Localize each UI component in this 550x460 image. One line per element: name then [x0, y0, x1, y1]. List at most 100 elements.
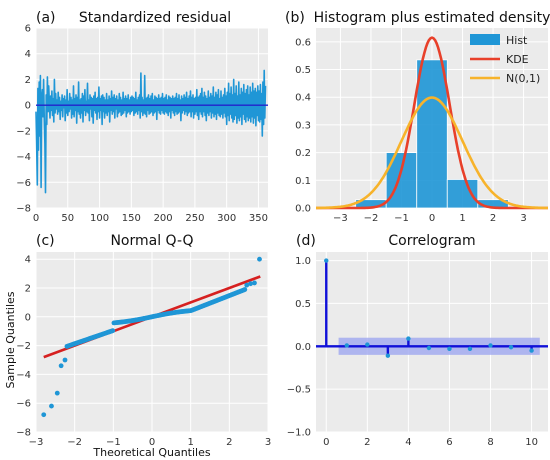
x-tick-label: 300: [217, 213, 236, 224]
legend-entry: Hist: [506, 34, 528, 47]
x-tick-label: 150: [122, 213, 141, 224]
acf-point: [426, 345, 432, 351]
panel-d-title: Correlogram: [388, 233, 475, 249]
x-tick-label: 250: [185, 213, 204, 224]
y-tick-label: 0.3: [295, 120, 311, 131]
panel-b-title: Histogram plus estimated density: [314, 10, 550, 26]
x-tick-label: 100: [90, 213, 109, 224]
y-tick-label: 0.5: [295, 299, 311, 310]
y-tick-label: −8: [16, 204, 31, 215]
y-tick-label: 0.6: [295, 37, 311, 48]
y-tick-label: 4: [25, 49, 31, 60]
y-tick-label: −6: [16, 178, 31, 189]
x-tick-label: −1: [394, 213, 409, 224]
x-tick-label: 3: [265, 437, 271, 448]
acf-point: [488, 343, 493, 348]
x-tick-label: −2: [67, 437, 82, 448]
gridlines: [35, 27, 268, 209]
panel-histogram: −3 −2 −1 0 1 2 3 0.0 0.1 0.2 0.3 0.4 0.5 0.6 Hist KDE N(…: [285, 10, 550, 224]
acf-point: [467, 346, 473, 352]
x-tick-label: 200: [154, 213, 173, 224]
qq-point: [58, 363, 64, 369]
qq-point: [252, 280, 257, 286]
x-tick-label: 1: [187, 437, 193, 448]
qq-point: [244, 282, 250, 288]
panel-c-ylabel: Sample Quantiles: [4, 291, 17, 388]
acf-point: [447, 346, 452, 352]
qq-point: [62, 357, 68, 363]
kde-line: [316, 36, 548, 210]
panel-normal-qq: Theoretical Quantiles Sample Quantiles −…: [4, 233, 271, 459]
acf-point: [365, 342, 370, 347]
y-tick-label: 0.1: [295, 176, 311, 187]
x-tick-label: 0: [429, 213, 435, 224]
x-tick-label: 2: [490, 213, 496, 224]
panel-c-label: (c): [36, 233, 55, 249]
x-tick-label: −2: [364, 213, 379, 224]
y-tick-label: −4: [16, 370, 31, 381]
hist-bar: [446, 179, 479, 209]
panel-c-title: Normal Q-Q: [110, 233, 193, 249]
panel-b-label: (b): [285, 10, 305, 26]
acf-point: [508, 344, 514, 350]
x-tick-label: 50: [61, 213, 74, 224]
qq-point: [242, 287, 248, 292]
panel-c-xlabel: Theoretical Quantiles: [92, 446, 210, 459]
panel-a-title: Standardized residual: [79, 10, 231, 26]
y-tick-label: 1.0: [295, 256, 311, 267]
acf-point: [385, 353, 391, 358]
y-tick-label: −8: [16, 428, 31, 439]
hist-bar: [416, 59, 448, 209]
legend: Hist KDE N(0,1): [470, 34, 540, 85]
y-tick-label: 2: [25, 75, 31, 86]
panel-standardized-residual: 0 50 100 150 200 250 300 350 −8 −6 −4 −2 0 2 4 6 (a) Stan…: [16, 10, 268, 224]
y-tick-label: −0.5: [287, 385, 311, 396]
y-tick-label: −4: [16, 152, 31, 163]
y-tick-label: 4: [25, 255, 31, 266]
y-tick-label: 2: [25, 284, 31, 295]
legend-entry: N(0,1): [506, 72, 540, 85]
y-tick-label: −1.0: [287, 428, 311, 439]
x-tick-label: 0: [149, 437, 155, 448]
qq-point: [257, 256, 262, 262]
panel-correlogram: 0 2 4 6 8 10 −1.0 −0.5 0.0 0.5 1.0 (d) Correlogram: [287, 233, 548, 448]
y-tick-label: −6: [16, 399, 31, 410]
y-tick-label: 0.0: [295, 342, 311, 353]
y-tick-label: −2: [16, 341, 31, 352]
y-tick-label: 0.2: [295, 148, 311, 159]
y-tick-label: 0.4: [295, 93, 311, 104]
qq-point: [54, 390, 60, 396]
x-tick-label: −1: [106, 437, 121, 448]
y-tick-label: 0: [25, 101, 31, 112]
x-tick-label: 350: [249, 213, 268, 224]
x-tick-label: 4: [405, 437, 411, 448]
x-tick-label: −3: [333, 213, 348, 224]
y-tick-label: 0.5: [295, 65, 311, 76]
y-tick-label: 0: [25, 312, 31, 323]
normal-line: [316, 96, 548, 210]
acf-point: [324, 258, 329, 263]
y-tick-label: −2: [16, 126, 31, 137]
x-tick-label: 3: [520, 213, 526, 224]
x-tick-label: −3: [29, 437, 44, 448]
acf-point: [344, 343, 349, 348]
x-tick-label: 10: [525, 437, 538, 448]
x-tick-label: 6: [446, 437, 452, 448]
qq-point: [41, 412, 47, 418]
x-tick-label: 2: [226, 437, 232, 448]
qq-point: [49, 403, 54, 409]
panel-a-label: (a): [36, 10, 56, 26]
panel-d-label: (d): [296, 233, 316, 249]
x-tick-label: 8: [487, 437, 493, 448]
qq-point: [110, 328, 116, 334]
x-tick-label: 0: [323, 437, 329, 448]
legend-swatch-hist: [470, 34, 500, 45]
y-tick-label: 6: [25, 24, 31, 35]
x-tick-label: 2: [364, 437, 370, 448]
x-tick-label: 0: [33, 213, 39, 224]
qq-point: [248, 281, 254, 287]
legend-entry: KDE: [506, 53, 529, 66]
acf-point: [529, 348, 534, 353]
acf-point: [406, 336, 411, 341]
